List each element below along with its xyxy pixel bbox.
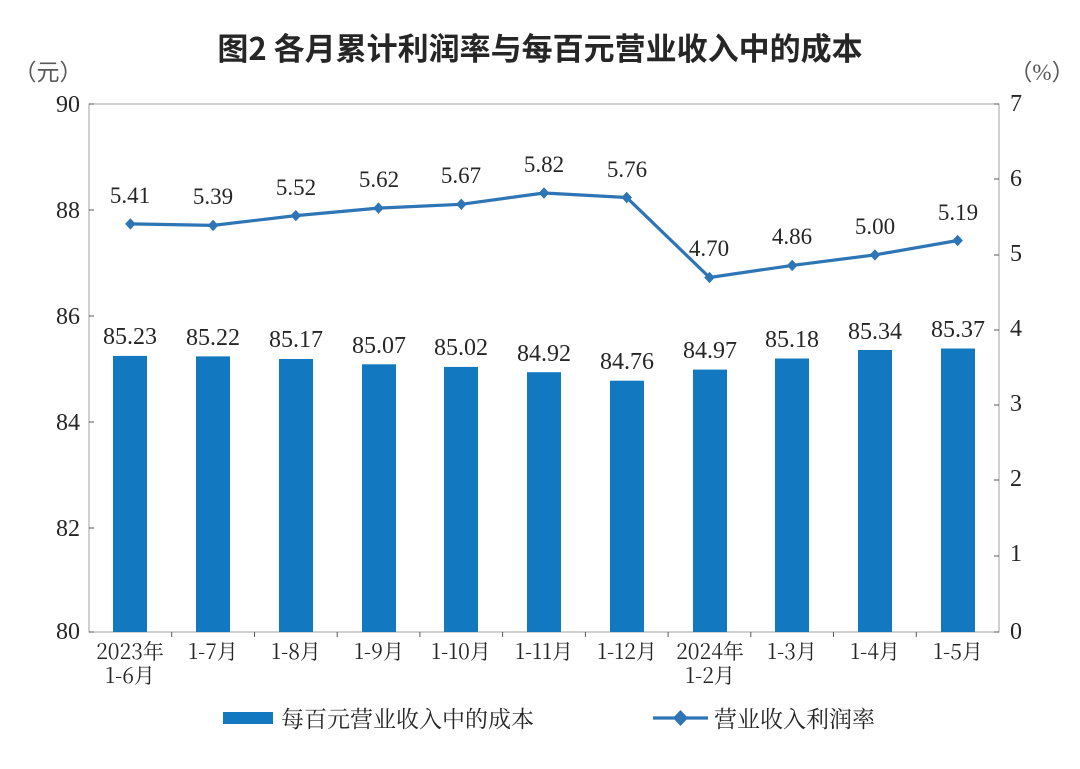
svg-text:5.76: 5.76	[607, 157, 647, 182]
svg-text:1-5月: 1-5月	[933, 636, 983, 666]
svg-text:1-8月: 1-8月	[271, 636, 321, 666]
svg-text:84.76: 84.76	[600, 349, 654, 375]
svg-text:5.19: 5.19	[938, 200, 978, 225]
svg-text:1-12月: 1-12月	[597, 636, 657, 666]
svg-text:85.02: 85.02	[434, 335, 488, 361]
svg-text:5.00: 5.00	[855, 214, 895, 239]
svg-text:（%）: （%）	[1009, 60, 1074, 85]
svg-text:85.07: 85.07	[352, 333, 406, 359]
svg-text:营业收入利润率: 营业收入利润率	[714, 701, 875, 734]
svg-text:5.41: 5.41	[110, 183, 150, 208]
svg-text:1-9月: 1-9月	[354, 636, 404, 666]
svg-text:84.92: 84.92	[517, 341, 571, 367]
svg-text:1-7月: 1-7月	[188, 636, 238, 666]
svg-text:85.34: 85.34	[848, 319, 902, 345]
svg-text:85.22: 85.22	[186, 325, 240, 351]
svg-text:图2 各月累计利润率与每百元营业收入中的成本: 图2 各月累计利润率与每百元营业收入中的成本	[217, 24, 862, 69]
svg-text:7: 7	[1010, 91, 1022, 117]
svg-text:1-10月: 1-10月	[431, 636, 491, 666]
svg-text:4.86: 4.86	[772, 224, 812, 249]
svg-text:85.17: 85.17	[269, 327, 323, 353]
svg-text:1: 1	[1010, 541, 1022, 567]
svg-text:每百元营业收入中的成本: 每百元营业收入中的成本	[281, 701, 534, 734]
svg-text:85.18: 85.18	[765, 327, 819, 353]
svg-text:84.97: 84.97	[683, 338, 737, 364]
svg-text:1-3月: 1-3月	[767, 636, 817, 666]
svg-text:85.37: 85.37	[931, 317, 985, 343]
svg-text:4: 4	[1010, 316, 1022, 342]
svg-text:4.70: 4.70	[689, 236, 729, 261]
svg-text:0: 0	[1010, 619, 1022, 645]
svg-text:3: 3	[1010, 391, 1022, 417]
svg-text:（元）: （元）	[14, 60, 83, 85]
svg-text:82: 82	[56, 516, 80, 542]
svg-text:1-2月: 1-2月	[685, 660, 735, 690]
svg-text:84: 84	[56, 410, 80, 436]
svg-text:5.62: 5.62	[359, 167, 399, 192]
svg-text:6: 6	[1010, 166, 1022, 192]
svg-text:90: 90	[56, 92, 80, 118]
svg-text:5.39: 5.39	[193, 184, 233, 209]
svg-text:86: 86	[56, 304, 80, 330]
svg-text:1-6月: 1-6月	[105, 660, 155, 690]
svg-text:88: 88	[56, 198, 80, 224]
svg-text:80: 80	[56, 619, 80, 645]
svg-text:5: 5	[1010, 241, 1022, 267]
svg-text:5.82: 5.82	[524, 152, 564, 177]
svg-text:1-4月: 1-4月	[850, 636, 900, 666]
svg-text:85.23: 85.23	[103, 324, 157, 350]
svg-text:5.67: 5.67	[441, 163, 481, 188]
svg-text:1-11月: 1-11月	[515, 636, 573, 666]
svg-text:5.52: 5.52	[276, 175, 316, 200]
svg-text:2: 2	[1010, 466, 1022, 492]
